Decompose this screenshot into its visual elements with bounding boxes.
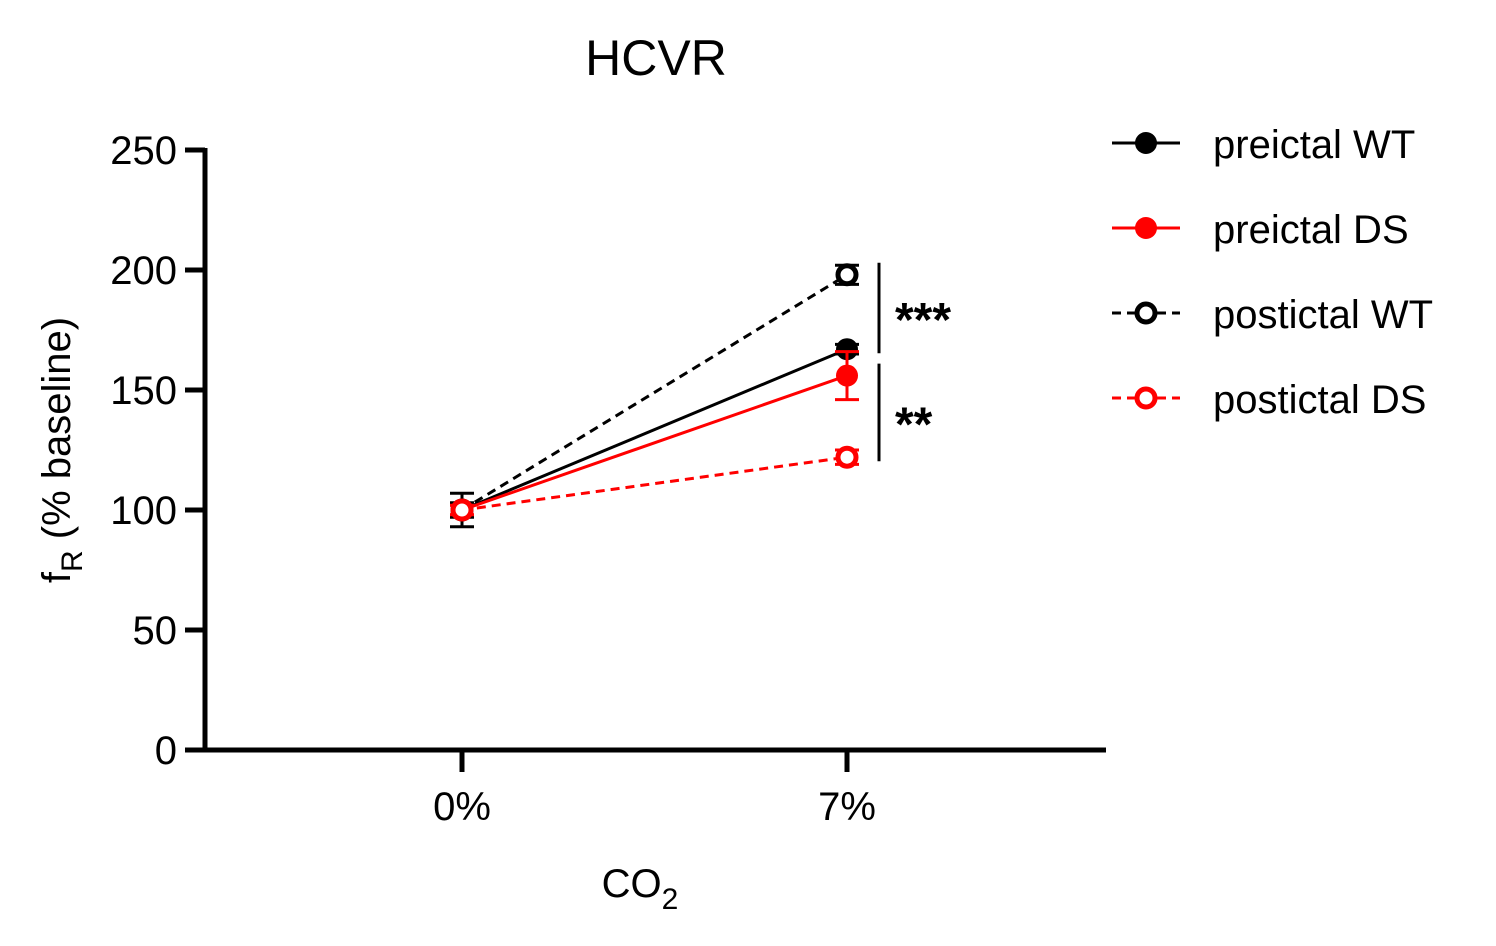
marker (450, 498, 474, 522)
y-tick-label: 0 (155, 729, 177, 773)
y-tick-label: 150 (110, 369, 177, 413)
y-axis-label: fR (% baseline) (35, 317, 89, 583)
chart-title: HCVR (585, 30, 727, 86)
marker (836, 338, 858, 361)
y-label-main: f (35, 571, 79, 583)
y-label-suffix: (% baseline) (35, 317, 79, 550)
legend-marker (1135, 132, 1157, 154)
marker (835, 445, 859, 469)
y-tick-label: 250 (110, 129, 177, 173)
legend-label: postictal WT (1213, 293, 1433, 337)
x-label-sub: 2 (662, 883, 679, 916)
legend-label: postictal DS (1213, 378, 1426, 422)
x-label-main: CO (602, 862, 662, 906)
legend-marker (1134, 301, 1158, 325)
series-line (461, 455, 848, 512)
x-tick-label: 0% (433, 785, 491, 829)
x-axis-label: CO2 (602, 862, 679, 916)
marker (836, 364, 858, 387)
legend-marker (1135, 217, 1157, 239)
series-line (461, 273, 848, 512)
series-line (461, 374, 848, 512)
y-tick-label: 200 (110, 249, 177, 293)
y-tick-label: 50 (133, 609, 178, 653)
legend-label: preictal WT (1213, 123, 1415, 167)
series-line (461, 347, 848, 512)
marker (835, 263, 859, 287)
significance-label: *** (895, 294, 951, 347)
x-tick-label: 7% (818, 785, 876, 829)
significance-label: ** (895, 398, 933, 451)
legend-label: preictal DS (1213, 208, 1409, 252)
y-tick-label: 100 (110, 489, 177, 533)
legend-marker (1134, 386, 1158, 410)
y-label-sub: R (56, 550, 89, 572)
